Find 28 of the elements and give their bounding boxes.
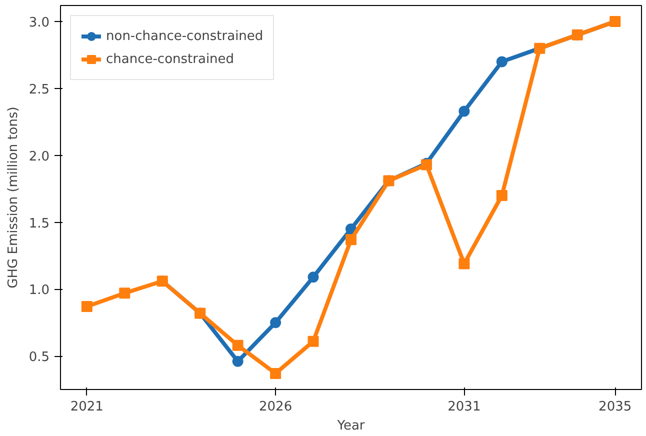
point <box>346 234 356 246</box>
point <box>119 288 130 299</box>
point <box>270 317 282 328</box>
point <box>496 190 508 201</box>
point <box>81 301 92 312</box>
point <box>232 340 244 351</box>
y-tick-label: 1.0 <box>28 283 50 298</box>
x-tick-label: 2026 <box>259 400 292 414</box>
y-tick-label: 2.0 <box>28 149 50 164</box>
y-tick-label: 0.5 <box>28 350 50 366</box>
x-tick-label: 2021 <box>70 400 104 414</box>
y-tick-label: 3.0 <box>28 16 50 31</box>
y-axis-title: GHG Emission (million tons) <box>6 106 21 288</box>
point <box>308 336 319 347</box>
point <box>458 106 470 117</box>
y-tick-label: 1.5 <box>28 216 50 232</box>
point <box>346 223 356 234</box>
point <box>232 356 244 367</box>
legend-label: non-chance-constrained <box>106 28 264 44</box>
y-tick-label: 2.5 <box>28 82 50 98</box>
x-tick-label: 2031 <box>448 400 481 414</box>
point <box>308 272 319 283</box>
x-tick-label: 2035 <box>598 400 632 414</box>
x-axis-title: Year <box>336 418 366 434</box>
point <box>458 258 470 270</box>
point <box>270 368 282 379</box>
legend-label: chance-constrained <box>106 52 234 66</box>
point <box>496 56 508 68</box>
